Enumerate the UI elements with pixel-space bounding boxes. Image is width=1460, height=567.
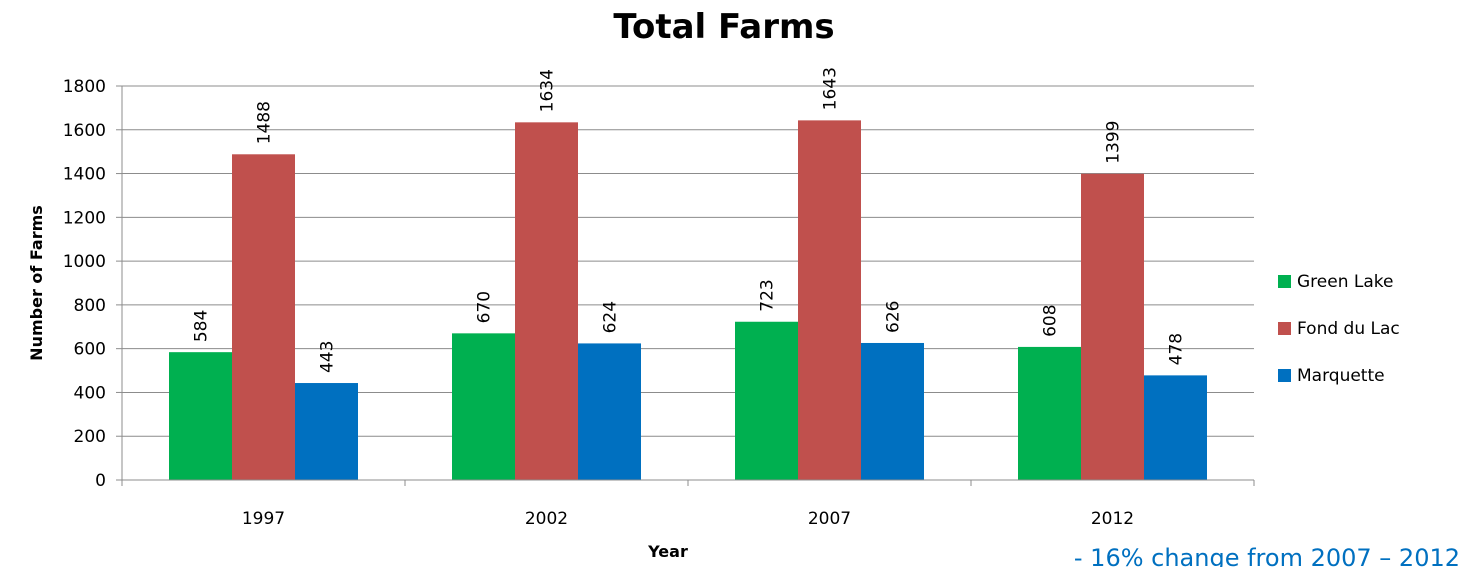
y-tick-label: 800 (74, 296, 106, 316)
data-label: 1643 (821, 67, 841, 110)
data-label: 478 (1167, 333, 1187, 365)
bar-fond-du-lac-2007 (798, 120, 861, 481)
axes (116, 85, 1255, 486)
legend-label: Fond du Lac (1297, 319, 1400, 339)
y-tick-label: 1000 (63, 252, 106, 272)
y-tick-label: 1200 (63, 208, 106, 228)
y-tick-label: 200 (74, 427, 106, 447)
y-tick-label: 600 (74, 340, 106, 360)
bar-fond-du-lac-1997 (232, 154, 295, 480)
legend-swatch (1278, 322, 1291, 335)
data-label: 443 (318, 341, 338, 373)
y-tick-label: 1800 (63, 77, 106, 97)
x-tick-label: 2007 (808, 509, 851, 529)
y-tick-label: 400 (74, 383, 106, 403)
data-label: 1488 (255, 101, 275, 144)
x-axis-ticks: 1997 2002 2007 2012 (242, 509, 1134, 529)
data-label: 608 (1041, 304, 1061, 336)
y-axis-title: Number of Farms (27, 205, 46, 361)
legend-swatch (1278, 275, 1291, 288)
change-annotation: - 16% change from 2007 – 2012 (1074, 544, 1460, 567)
bar-green-lake-2002 (452, 333, 515, 480)
y-axis-ticks: 0 200 400 600 800 1000 1200 1400 1600 1800 (63, 77, 106, 491)
bar-green-lake-2007 (735, 321, 798, 480)
data-label: 626 (884, 301, 904, 333)
x-tick-label: 2012 (1091, 509, 1134, 529)
data-label: 723 (758, 279, 778, 311)
bar-fond-du-lac-2002 (515, 122, 578, 480)
legend-label: Green Lake (1297, 272, 1393, 292)
x-tick-label: 2002 (525, 509, 568, 529)
bar-green-lake-2012 (1018, 346, 1081, 480)
x-axis-title: Year (647, 542, 688, 561)
y-tick-label: 0 (95, 471, 106, 491)
data-labels: 584 1488 443 670 1634 624 723 1643 626 608 1399 478 (192, 67, 1187, 373)
chart-title: Total Farms (613, 7, 834, 47)
bar-marquette-2007 (861, 342, 924, 480)
bar-fond-du-lac-2012 (1081, 173, 1144, 480)
y-tick-label: 1600 (63, 121, 106, 141)
legend-label: Marquette (1297, 366, 1385, 386)
data-label: 1634 (538, 69, 558, 112)
bar-marquette-2012 (1144, 375, 1207, 480)
bar-marquette-1997 (295, 383, 358, 480)
bar-green-lake-1997 (169, 352, 232, 480)
bars (169, 120, 1207, 481)
data-label: 624 (601, 301, 621, 333)
data-label: 670 (475, 291, 495, 323)
legend-swatch (1278, 369, 1291, 382)
legend: Green Lake Fond du Lac Marquette (1278, 272, 1400, 386)
x-tick-label: 1997 (242, 509, 285, 529)
data-label: 1399 (1104, 121, 1124, 164)
bar-marquette-2002 (578, 343, 641, 480)
y-tick-label: 1400 (63, 165, 106, 185)
data-label: 584 (192, 310, 212, 342)
